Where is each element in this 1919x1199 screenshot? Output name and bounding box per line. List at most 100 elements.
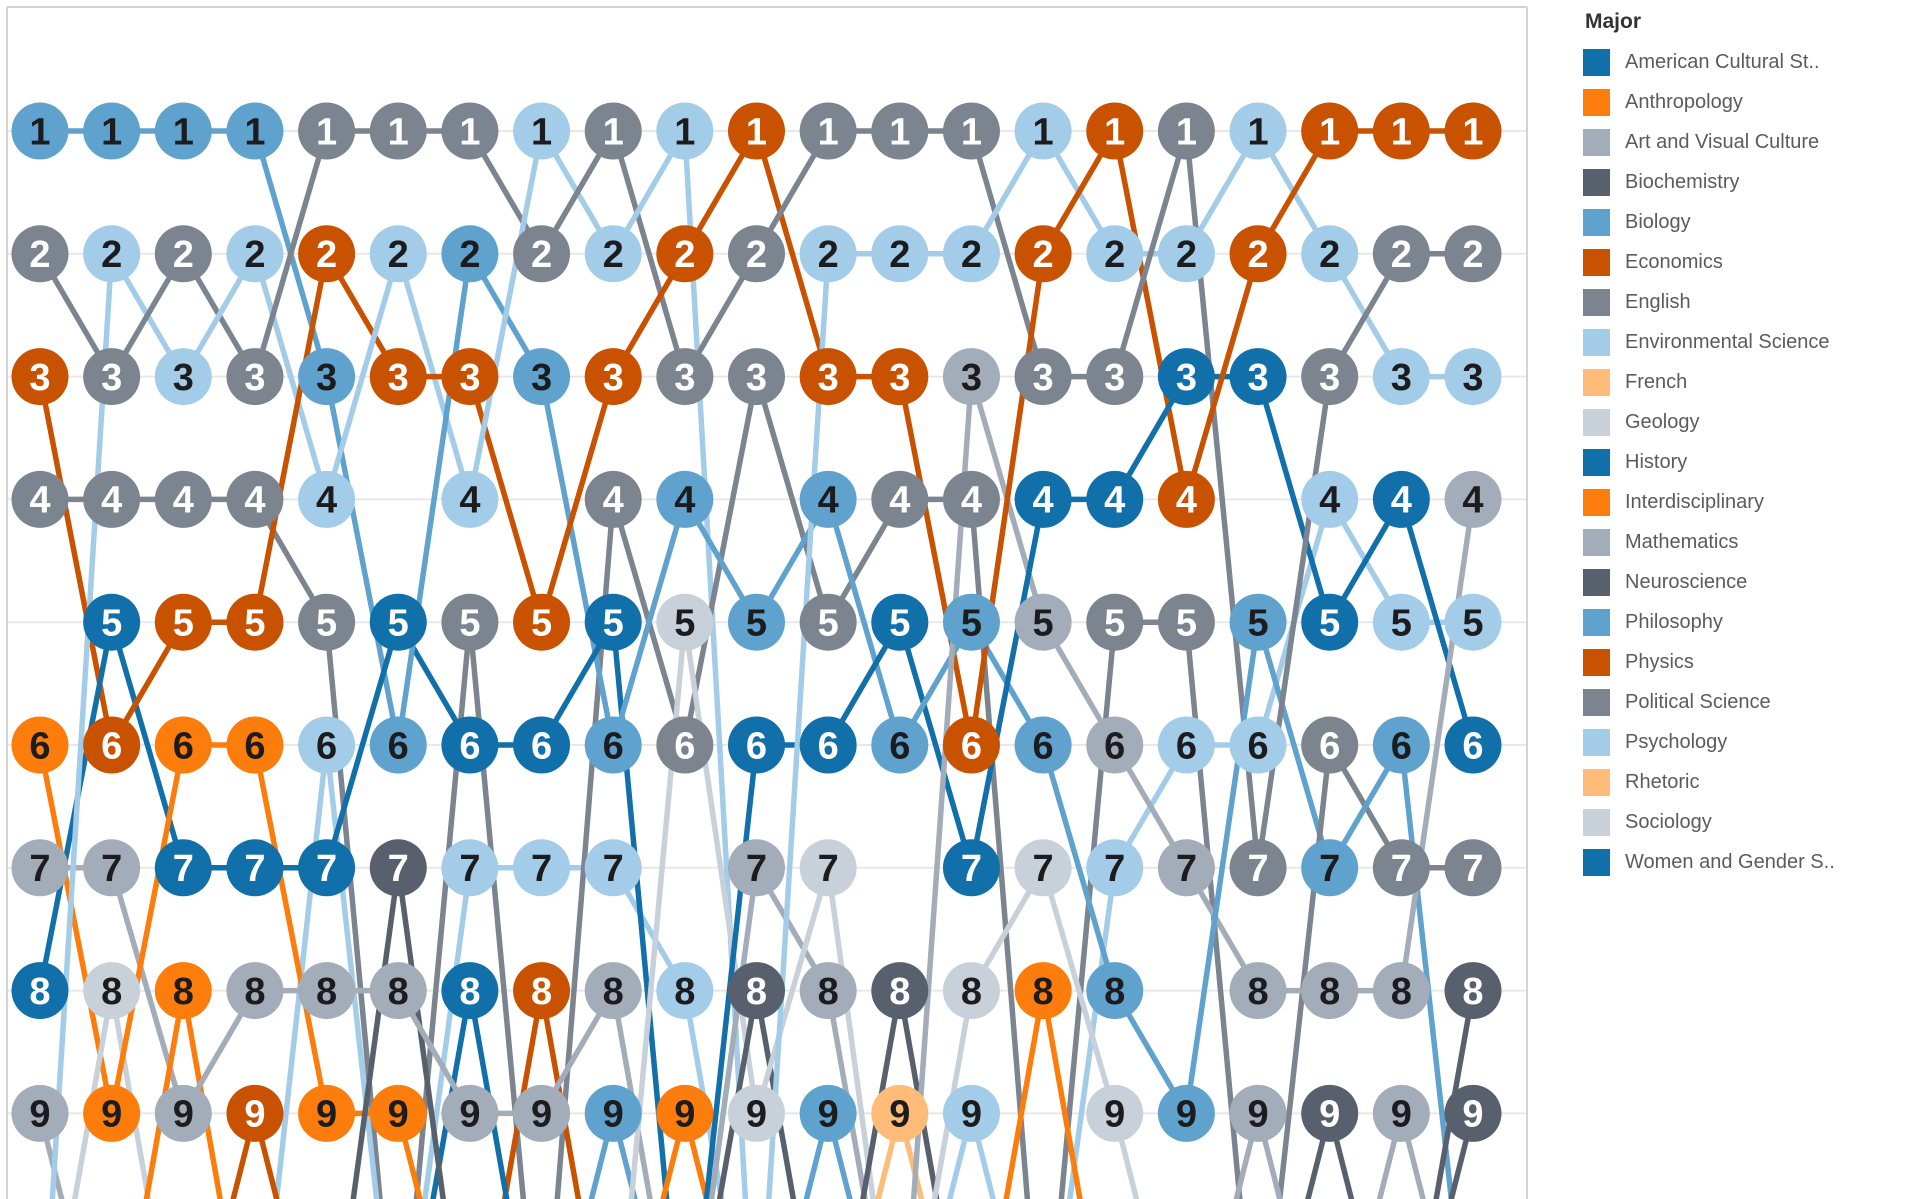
bump-node[interactable]: 9	[942, 1084, 1000, 1142]
bump-node[interactable]: 2	[1157, 225, 1215, 283]
legend-item[interactable]: Mathematics	[1583, 522, 1913, 562]
legend-item[interactable]: Rhetoric	[1583, 762, 1913, 802]
rank-node-circle[interactable]	[1444, 716, 1502, 774]
bump-node[interactable]: 9	[1444, 1084, 1502, 1142]
rank-node-circle[interactable]	[369, 102, 427, 160]
rank-node-circle[interactable]	[1014, 839, 1072, 897]
bump-node[interactable]: 7	[1444, 839, 1502, 897]
bump-node[interactable]: 2	[369, 225, 427, 283]
bump-node[interactable]: 8	[656, 962, 714, 1020]
bump-node[interactable]: 6	[728, 716, 785, 774]
bump-node[interactable]: 3	[799, 348, 857, 406]
rank-node-circle[interactable]	[441, 839, 499, 897]
bump-node[interactable]: 1	[871, 102, 929, 160]
bump-node[interactable]: 5	[298, 593, 356, 651]
rank-node-circle[interactable]	[728, 225, 785, 283]
rank-node-circle[interactable]	[942, 348, 1000, 406]
bump-node[interactable]: 4	[1014, 470, 1072, 528]
rank-node-circle[interactable]	[298, 225, 356, 283]
bump-node[interactable]: 6	[942, 716, 1000, 774]
rank-node-circle[interactable]	[656, 225, 714, 283]
bump-node[interactable]: 1	[799, 102, 857, 160]
rank-node-circle[interactable]	[298, 1084, 356, 1142]
bump-node[interactable]: 4	[11, 470, 69, 528]
rank-node-circle[interactable]	[1086, 102, 1144, 160]
bump-node[interactable]: 2	[513, 225, 571, 283]
rank-node-circle[interactable]	[584, 348, 642, 406]
bump-node[interactable]: 9	[584, 1084, 642, 1142]
bump-node[interactable]: 4	[656, 470, 714, 528]
rank-node-circle[interactable]	[298, 962, 356, 1020]
bump-node[interactable]: 9	[154, 1084, 212, 1142]
legend-item[interactable]: Psychology	[1583, 722, 1913, 762]
bump-node[interactable]: 1	[298, 102, 356, 160]
bump-node[interactable]: 8	[1229, 962, 1287, 1020]
bump-node[interactable]: 2	[83, 225, 141, 283]
bump-node[interactable]: 3	[298, 348, 356, 406]
rank-node-circle[interactable]	[154, 962, 212, 1020]
bump-node[interactable]: 8	[154, 962, 212, 1020]
bump-node[interactable]: 5	[728, 593, 785, 651]
rank-node-circle[interactable]	[11, 348, 69, 406]
bump-node[interactable]: 5	[1086, 593, 1144, 651]
bump-node[interactable]: 4	[441, 470, 499, 528]
bump-node[interactable]: 8	[799, 962, 857, 1020]
rank-node-circle[interactable]	[11, 716, 69, 774]
rank-node-circle[interactable]	[154, 470, 212, 528]
bump-node[interactable]: 4	[298, 470, 356, 528]
bump-node[interactable]: 8	[298, 962, 356, 1020]
bump-node[interactable]: 5	[1301, 593, 1359, 651]
bump-node[interactable]: 3	[871, 348, 929, 406]
rank-node-circle[interactable]	[1086, 1084, 1144, 1142]
rank-node-circle[interactable]	[11, 839, 69, 897]
rank-node-circle[interactable]	[942, 1084, 1000, 1142]
rank-node-circle[interactable]	[799, 225, 857, 283]
rank-node-circle[interactable]	[1157, 716, 1215, 774]
rank-node-circle[interactable]	[799, 839, 857, 897]
rank-node-circle[interactable]	[1157, 470, 1215, 528]
bump-node[interactable]: 3	[441, 348, 499, 406]
rank-node-circle[interactable]	[1372, 348, 1430, 406]
bump-node[interactable]: 2	[1301, 225, 1359, 283]
bump-node[interactable]: 5	[656, 593, 714, 651]
rank-node-circle[interactable]	[584, 962, 642, 1020]
bump-node[interactable]: 9	[1157, 1084, 1215, 1142]
bump-node[interactable]: 8	[584, 962, 642, 1020]
bump-node[interactable]: 6	[584, 716, 642, 774]
rank-node-circle[interactable]	[369, 593, 427, 651]
rank-node-circle[interactable]	[871, 470, 929, 528]
rank-node-circle[interactable]	[83, 1084, 141, 1142]
rank-node-circle[interactable]	[513, 225, 571, 283]
bump-node[interactable]: 8	[871, 962, 929, 1020]
rank-node-circle[interactable]	[942, 839, 1000, 897]
rank-node-circle[interactable]	[1301, 348, 1359, 406]
rank-node-circle[interactable]	[584, 102, 642, 160]
bump-node[interactable]: 5	[226, 593, 284, 651]
rank-node-circle[interactable]	[369, 1084, 427, 1142]
bump-node[interactable]: 6	[11, 716, 69, 774]
bump-node[interactable]: 8	[226, 962, 284, 1020]
rank-node-circle[interactable]	[1444, 839, 1502, 897]
rank-node-circle[interactable]	[11, 962, 69, 1020]
legend-item[interactable]: Biology	[1583, 202, 1913, 242]
bump-node[interactable]: 1	[656, 102, 714, 160]
rank-node-circle[interactable]	[799, 962, 857, 1020]
bump-node[interactable]: 1	[513, 102, 571, 160]
bump-node[interactable]: 9	[1372, 1084, 1430, 1142]
rank-node-circle[interactable]	[11, 1084, 69, 1142]
rank-node-circle[interactable]	[799, 716, 857, 774]
bump-node[interactable]: 9	[226, 1084, 284, 1142]
rank-node-circle[interactable]	[226, 348, 284, 406]
bump-node[interactable]: 6	[441, 716, 499, 774]
legend-item[interactable]: Geology	[1583, 402, 1913, 442]
rank-node-circle[interactable]	[83, 470, 141, 528]
rank-node-circle[interactable]	[226, 1084, 284, 1142]
legend-item[interactable]: French	[1583, 362, 1913, 402]
rank-node-circle[interactable]	[728, 593, 785, 651]
rank-node-circle[interactable]	[226, 839, 284, 897]
rank-node-circle[interactable]	[1301, 470, 1359, 528]
bump-node[interactable]: 9	[1229, 1084, 1287, 1142]
rank-node-circle[interactable]	[942, 593, 1000, 651]
bump-node[interactable]: 5	[584, 593, 642, 651]
rank-node-circle[interactable]	[11, 102, 69, 160]
